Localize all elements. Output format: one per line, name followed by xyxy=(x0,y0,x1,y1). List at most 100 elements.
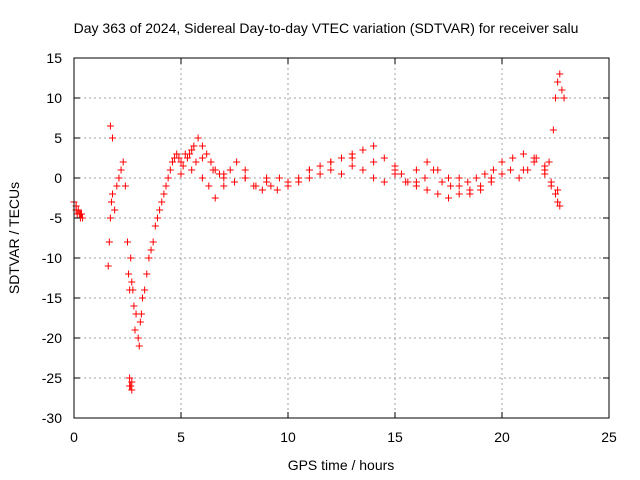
data-point xyxy=(549,126,557,134)
data-point xyxy=(359,166,367,174)
data-point xyxy=(209,166,217,174)
data-point xyxy=(136,318,144,326)
data-point xyxy=(156,206,164,214)
data-point xyxy=(547,178,555,186)
data-point xyxy=(445,194,452,202)
series-sdtvar-3 xyxy=(72,146,564,390)
data-point xyxy=(131,326,139,334)
x-tick-labels: 0 5 10 15 20 25 xyxy=(70,429,617,445)
data-point xyxy=(151,222,159,230)
data-point xyxy=(233,158,241,166)
data-point xyxy=(173,150,181,158)
data-point xyxy=(438,178,446,186)
data-point xyxy=(295,178,303,186)
data-point xyxy=(211,194,219,202)
data-point xyxy=(421,174,429,182)
data-point xyxy=(327,166,335,174)
data-point xyxy=(552,190,559,198)
data-point xyxy=(348,154,356,162)
data-point xyxy=(134,334,142,342)
y-tick-label: -15 xyxy=(42,290,62,306)
data-point xyxy=(137,310,145,318)
data-point xyxy=(327,158,335,166)
data-point xyxy=(412,178,420,186)
data-point xyxy=(168,158,176,166)
data-point xyxy=(434,166,442,174)
y-tick-label: 0 xyxy=(54,170,62,186)
data-point xyxy=(554,186,562,194)
data-point xyxy=(141,286,149,294)
data-point xyxy=(149,238,157,246)
data-point xyxy=(509,154,517,162)
data-point xyxy=(162,182,170,190)
y-tick-label: 5 xyxy=(54,130,62,146)
data-point xyxy=(175,154,183,162)
data-point xyxy=(76,210,84,218)
data-point xyxy=(507,166,515,174)
data-point xyxy=(198,154,206,162)
data-point xyxy=(205,182,213,190)
data-point xyxy=(129,286,137,294)
data-point xyxy=(348,162,356,170)
data-point xyxy=(434,190,442,198)
x-tick-label: 15 xyxy=(387,429,403,445)
data-point xyxy=(545,158,553,166)
data-point xyxy=(74,206,82,214)
data-point xyxy=(498,158,506,166)
data-point xyxy=(560,94,568,102)
data-point xyxy=(402,178,410,186)
data-point xyxy=(487,174,495,182)
data-point xyxy=(412,166,420,174)
data-point xyxy=(143,270,151,278)
data-points xyxy=(70,70,568,394)
data-point xyxy=(241,166,249,174)
data-point xyxy=(477,186,485,194)
data-point xyxy=(160,190,168,198)
data-point xyxy=(117,166,125,174)
data-point xyxy=(263,174,271,182)
series-sdtvar-2 xyxy=(106,122,562,394)
data-point xyxy=(305,166,313,174)
data-point xyxy=(106,214,114,222)
data-point xyxy=(316,162,324,170)
data-point xyxy=(126,374,134,382)
data-point xyxy=(145,254,153,262)
data-point xyxy=(138,294,146,302)
data-point xyxy=(556,70,564,78)
data-point xyxy=(128,378,136,386)
data-point xyxy=(305,174,313,182)
data-point xyxy=(179,162,187,170)
data-point xyxy=(153,214,161,222)
chart-title: Day 363 of 2024, Sidereal Day-to-day VTE… xyxy=(74,20,579,36)
data-point xyxy=(111,206,119,214)
data-point xyxy=(519,150,527,158)
data-point xyxy=(489,166,497,174)
data-point xyxy=(128,278,136,286)
data-point xyxy=(135,342,143,350)
y-tick-label: -25 xyxy=(42,370,62,386)
axis-ticks xyxy=(73,57,610,419)
data-point xyxy=(338,170,345,178)
data-point xyxy=(113,182,121,190)
y-tick-label: -5 xyxy=(50,210,63,226)
data-point xyxy=(194,134,202,142)
data-point xyxy=(423,186,431,194)
data-point xyxy=(109,190,117,198)
data-point xyxy=(105,238,113,246)
data-point xyxy=(519,166,527,174)
x-tick-label: 20 xyxy=(494,429,510,445)
data-point xyxy=(455,182,463,190)
data-point xyxy=(556,202,564,210)
data-point xyxy=(397,170,405,178)
data-point xyxy=(252,182,260,190)
data-point xyxy=(464,178,472,186)
data-point xyxy=(481,170,489,178)
y-axis-label: SDTVAR / TECUs xyxy=(6,182,22,294)
data-point xyxy=(552,94,559,102)
data-point xyxy=(466,190,474,198)
data-point xyxy=(177,170,185,178)
data-point xyxy=(192,158,200,166)
data-point xyxy=(198,174,206,182)
x-tick-label: 10 xyxy=(280,429,296,445)
